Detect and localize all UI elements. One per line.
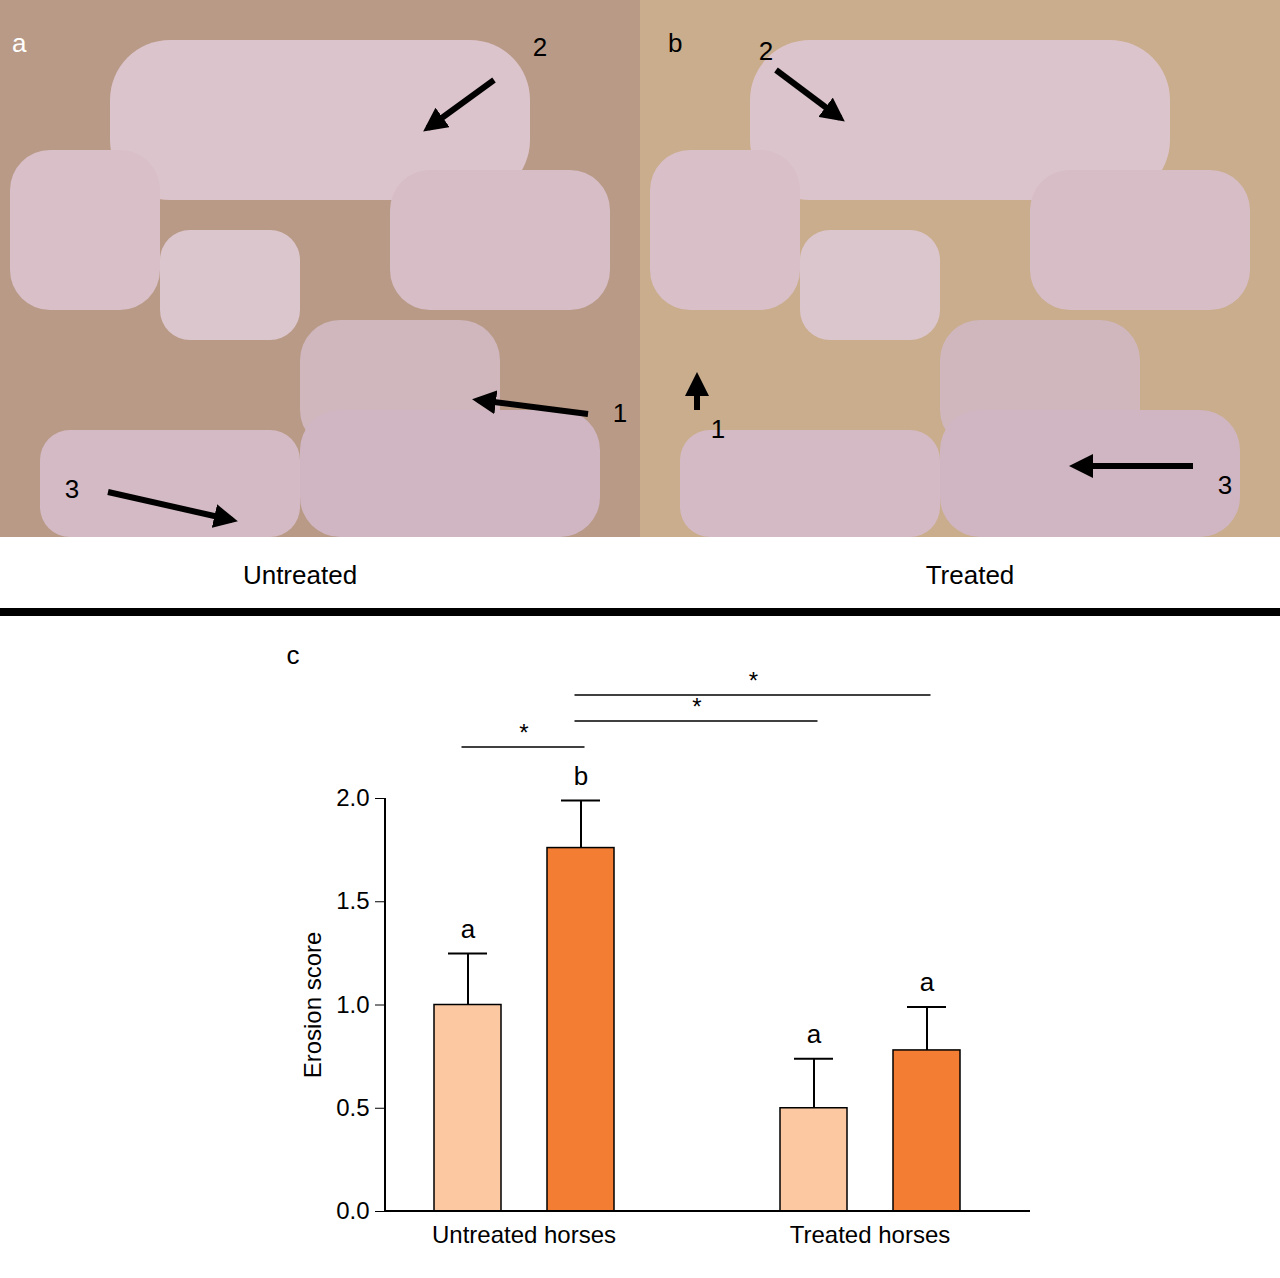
svg-text:Erosion score: Erosion score [299, 932, 326, 1079]
svg-text:1: 1 [711, 414, 725, 444]
svg-text:a: a [920, 967, 935, 997]
svg-text:2.0: 2.0 [336, 784, 369, 811]
svg-text:3: 3 [65, 474, 79, 504]
svg-text:a: a [12, 28, 27, 58]
svg-text:*: * [749, 667, 758, 694]
svg-text:1.5: 1.5 [336, 887, 369, 914]
svg-text:Treated: Treated [926, 560, 1015, 590]
svg-text:a: a [461, 914, 476, 944]
svg-text:Untreated: Untreated [243, 560, 357, 590]
svg-text:c: c [287, 640, 300, 670]
svg-text:0.0: 0.0 [336, 1197, 369, 1224]
svg-text:2: 2 [759, 36, 773, 66]
svg-text:Treated horses: Treated horses [790, 1221, 951, 1248]
svg-text:1: 1 [613, 398, 627, 428]
svg-text:b: b [668, 28, 682, 58]
svg-text:Untreated horses: Untreated horses [432, 1221, 616, 1248]
svg-text:3: 3 [1218, 470, 1232, 500]
svg-text:1.0: 1.0 [336, 991, 369, 1018]
svg-text:*: * [519, 719, 528, 746]
svg-text:a: a [807, 1019, 822, 1049]
svg-text:*: * [692, 693, 701, 720]
svg-text:b: b [574, 761, 588, 791]
svg-text:2: 2 [533, 32, 547, 62]
svg-text:0.5: 0.5 [336, 1094, 369, 1121]
